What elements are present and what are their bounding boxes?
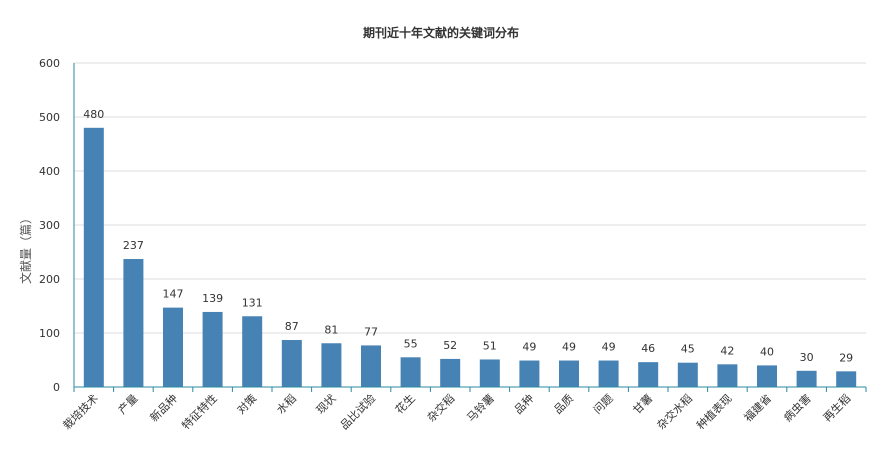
y-tick-label: 200 [39,273,60,286]
y-tick-label: 0 [53,381,60,394]
bar [836,371,857,387]
x-category-label: 水稻 [274,392,299,417]
bar-value-label: 81 [324,323,338,336]
x-category-label: 再生稻 [820,391,853,424]
bar [400,357,421,387]
y-tick-label: 600 [39,57,60,70]
bar-value-label: 45 [681,343,695,356]
bar [677,362,698,387]
bar-value-label: 77 [364,325,378,338]
x-category-label: 病虫害 [780,391,813,424]
bar [361,345,381,387]
y-tick-label: 100 [39,327,60,340]
bar [796,370,817,387]
bar-value-label: 480 [83,108,104,121]
chart-title: 期刊近十年文献的关键词分布 [363,25,519,40]
x-category-label: 品比试验 [337,391,378,432]
y-axis-title: 文献量（篇） [18,212,33,284]
x-category-label: 栽培技术 [60,391,101,432]
bar-value-label: 49 [522,341,536,354]
bar-value-label: 40 [760,345,774,358]
x-category-label: 产量 [115,391,140,416]
bar-value-label: 30 [800,351,814,364]
x-category-label: 杂交水稻 [654,391,695,432]
x-category-label: 问题 [591,392,616,417]
bar-value-label: 42 [720,344,734,357]
bar-value-label: 49 [602,341,616,354]
bar-value-label: 49 [562,341,576,354]
x-category-label: 甘薯 [631,392,656,417]
data-labels: 480 237 147 139 131 87 81 77 55 52 51 49 49 49 46 45 42 4… [83,108,853,365]
bar-value-label: 51 [483,339,497,352]
bar-value-label: 52 [443,339,457,352]
bar [242,316,263,387]
y-axis-ticks: 0 100 200 300 400 500 600 [39,57,60,394]
bar [440,358,461,387]
bar-value-label: 237 [123,239,144,252]
y-tick-label: 500 [39,111,60,124]
bar-value-label: 29 [839,351,853,364]
x-category-label: 种植表现 [694,391,735,432]
x-category-label: 新品种 [147,391,180,424]
bar [638,362,659,387]
bar-value-label: 147 [163,288,184,301]
x-category-label: 品种 [511,391,536,416]
bar [598,360,619,387]
x-category-label: 特征特性 [179,391,220,432]
bar-value-label: 55 [404,337,418,350]
bar [479,359,500,387]
x-axis-category-labels: 栽培技术 产量 新品种 特征特性 对策 水稻 现状 品比试验 花生 杂交稻 马铃薯 品种 品质 问题 甘薯杂… [60,387,867,432]
x-category-label: 马铃薯 [464,391,497,424]
x-category-label: 对策 [234,391,259,416]
x-category-label: 品质 [551,392,576,417]
gridlines [74,62,866,334]
bar-value-label: 139 [202,292,223,305]
bar [717,364,738,387]
bars [83,127,857,388]
axes [73,63,866,392]
y-tick-label: 300 [39,219,60,232]
bar-value-label: 131 [242,296,263,309]
bar [123,259,144,387]
x-category-label: 现状 [313,391,338,416]
bar [83,127,104,388]
y-tick-label: 400 [39,165,60,178]
bar-value-label: 46 [641,342,655,355]
bar [559,360,579,387]
x-category-label: 杂交稻 [424,391,457,424]
bar [163,307,183,387]
bar [757,365,777,387]
x-category-label: 福建省 [741,391,774,424]
bar-value-label: 87 [285,320,299,333]
x-category-label: 花生 [392,391,417,416]
bar [202,311,223,387]
bar [281,340,302,387]
bar [321,343,342,387]
bar [519,360,540,387]
